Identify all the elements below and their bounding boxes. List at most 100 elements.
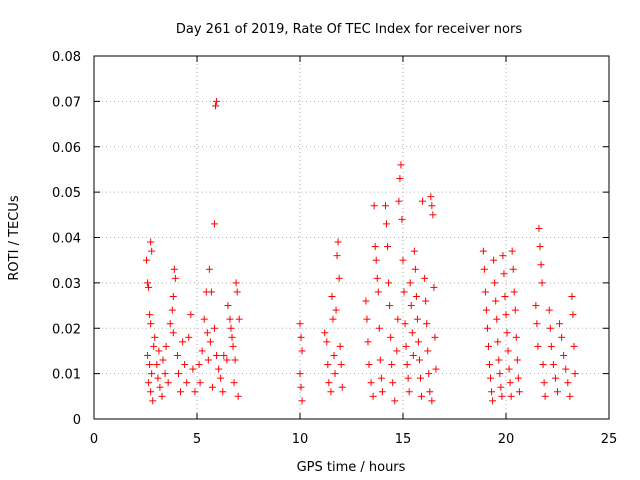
y-tick-label: 0.02	[52, 322, 81, 337]
data-point	[413, 315, 421, 323]
data-point	[418, 392, 426, 400]
data-point	[564, 379, 572, 387]
data-point	[383, 220, 391, 228]
data-point	[375, 324, 383, 332]
data-point	[377, 374, 385, 382]
data-point	[510, 288, 518, 296]
data-point	[211, 220, 219, 228]
data-point	[428, 397, 436, 405]
x-tick-label: 0	[90, 432, 98, 447]
data-point	[328, 292, 336, 300]
data-point	[431, 333, 439, 341]
data-point	[388, 361, 396, 369]
data-point	[166, 320, 174, 328]
data-point	[164, 379, 172, 387]
data-point	[502, 311, 510, 319]
data-point	[195, 361, 203, 369]
data-point	[422, 297, 430, 305]
data-point	[148, 370, 156, 378]
data-point	[161, 370, 169, 378]
data-point	[169, 292, 177, 300]
data-point	[490, 256, 498, 264]
data-point	[297, 383, 305, 391]
data-point	[409, 351, 417, 359]
y-tick-label: 0.05	[52, 186, 81, 201]
data-point	[234, 392, 242, 400]
data-point	[408, 329, 416, 337]
data-point	[495, 356, 503, 364]
data-point	[405, 388, 413, 396]
data-point	[330, 351, 338, 359]
data-point	[171, 274, 179, 282]
data-point	[532, 302, 540, 310]
y-tick-label: 0.08	[52, 50, 81, 65]
data-point	[547, 342, 555, 350]
data-point	[208, 383, 216, 391]
data-point	[481, 288, 489, 296]
data-point	[296, 370, 304, 378]
data-point	[145, 283, 153, 291]
data-point	[406, 279, 414, 287]
data-point	[323, 338, 331, 346]
data-point	[223, 356, 231, 364]
data-point	[211, 324, 219, 332]
data-point	[432, 365, 440, 373]
data-point	[181, 361, 189, 369]
data-point	[371, 243, 379, 251]
data-point	[179, 338, 187, 346]
data-point	[143, 256, 151, 264]
data-point	[162, 342, 170, 350]
data-point	[568, 292, 576, 300]
data-point	[230, 379, 238, 387]
x-tick-label: 25	[601, 432, 618, 447]
data-point	[504, 347, 512, 355]
data-point	[159, 356, 167, 364]
data-point	[404, 374, 412, 382]
data-point	[428, 202, 436, 210]
data-point	[213, 97, 221, 105]
data-point	[403, 361, 411, 369]
data-point	[372, 256, 380, 264]
data-point	[536, 243, 544, 251]
data-point	[480, 265, 488, 273]
x-tick-label: 10	[292, 432, 309, 447]
data-point	[365, 361, 373, 369]
axis-ticks: 0 5 10 15 20 25 0 0.01 0.02 0.03 0.04 0.05 0.06 0.07 0…	[52, 50, 617, 447]
data-point	[395, 197, 403, 205]
data-point	[560, 351, 568, 359]
data-point	[503, 329, 511, 337]
data-point	[486, 361, 494, 369]
data-point	[146, 311, 154, 319]
data-point	[546, 324, 554, 332]
data-point	[417, 374, 425, 382]
data-point	[426, 388, 434, 396]
data-point	[174, 370, 182, 378]
x-tick-label: 15	[395, 432, 412, 447]
data-point	[155, 347, 163, 355]
data-point	[514, 374, 522, 382]
data-point	[394, 315, 402, 323]
data-point	[401, 320, 409, 328]
data-point	[509, 265, 517, 273]
data-point	[421, 274, 429, 282]
data-point	[414, 338, 422, 346]
data-point	[207, 288, 215, 296]
data-point	[419, 197, 427, 205]
data-point	[296, 320, 304, 328]
data-point	[482, 306, 490, 314]
data-point	[170, 265, 178, 273]
data-point	[297, 333, 305, 341]
data-point	[324, 361, 332, 369]
data-point	[533, 320, 541, 328]
data-point	[501, 292, 509, 300]
data-point	[410, 247, 418, 255]
data-point	[507, 392, 515, 400]
data-point	[400, 288, 408, 296]
data-point	[196, 379, 204, 387]
data-point	[508, 247, 516, 255]
data-point	[329, 315, 337, 323]
data-point	[333, 252, 341, 260]
data-point	[203, 329, 211, 337]
data-point	[500, 270, 508, 278]
